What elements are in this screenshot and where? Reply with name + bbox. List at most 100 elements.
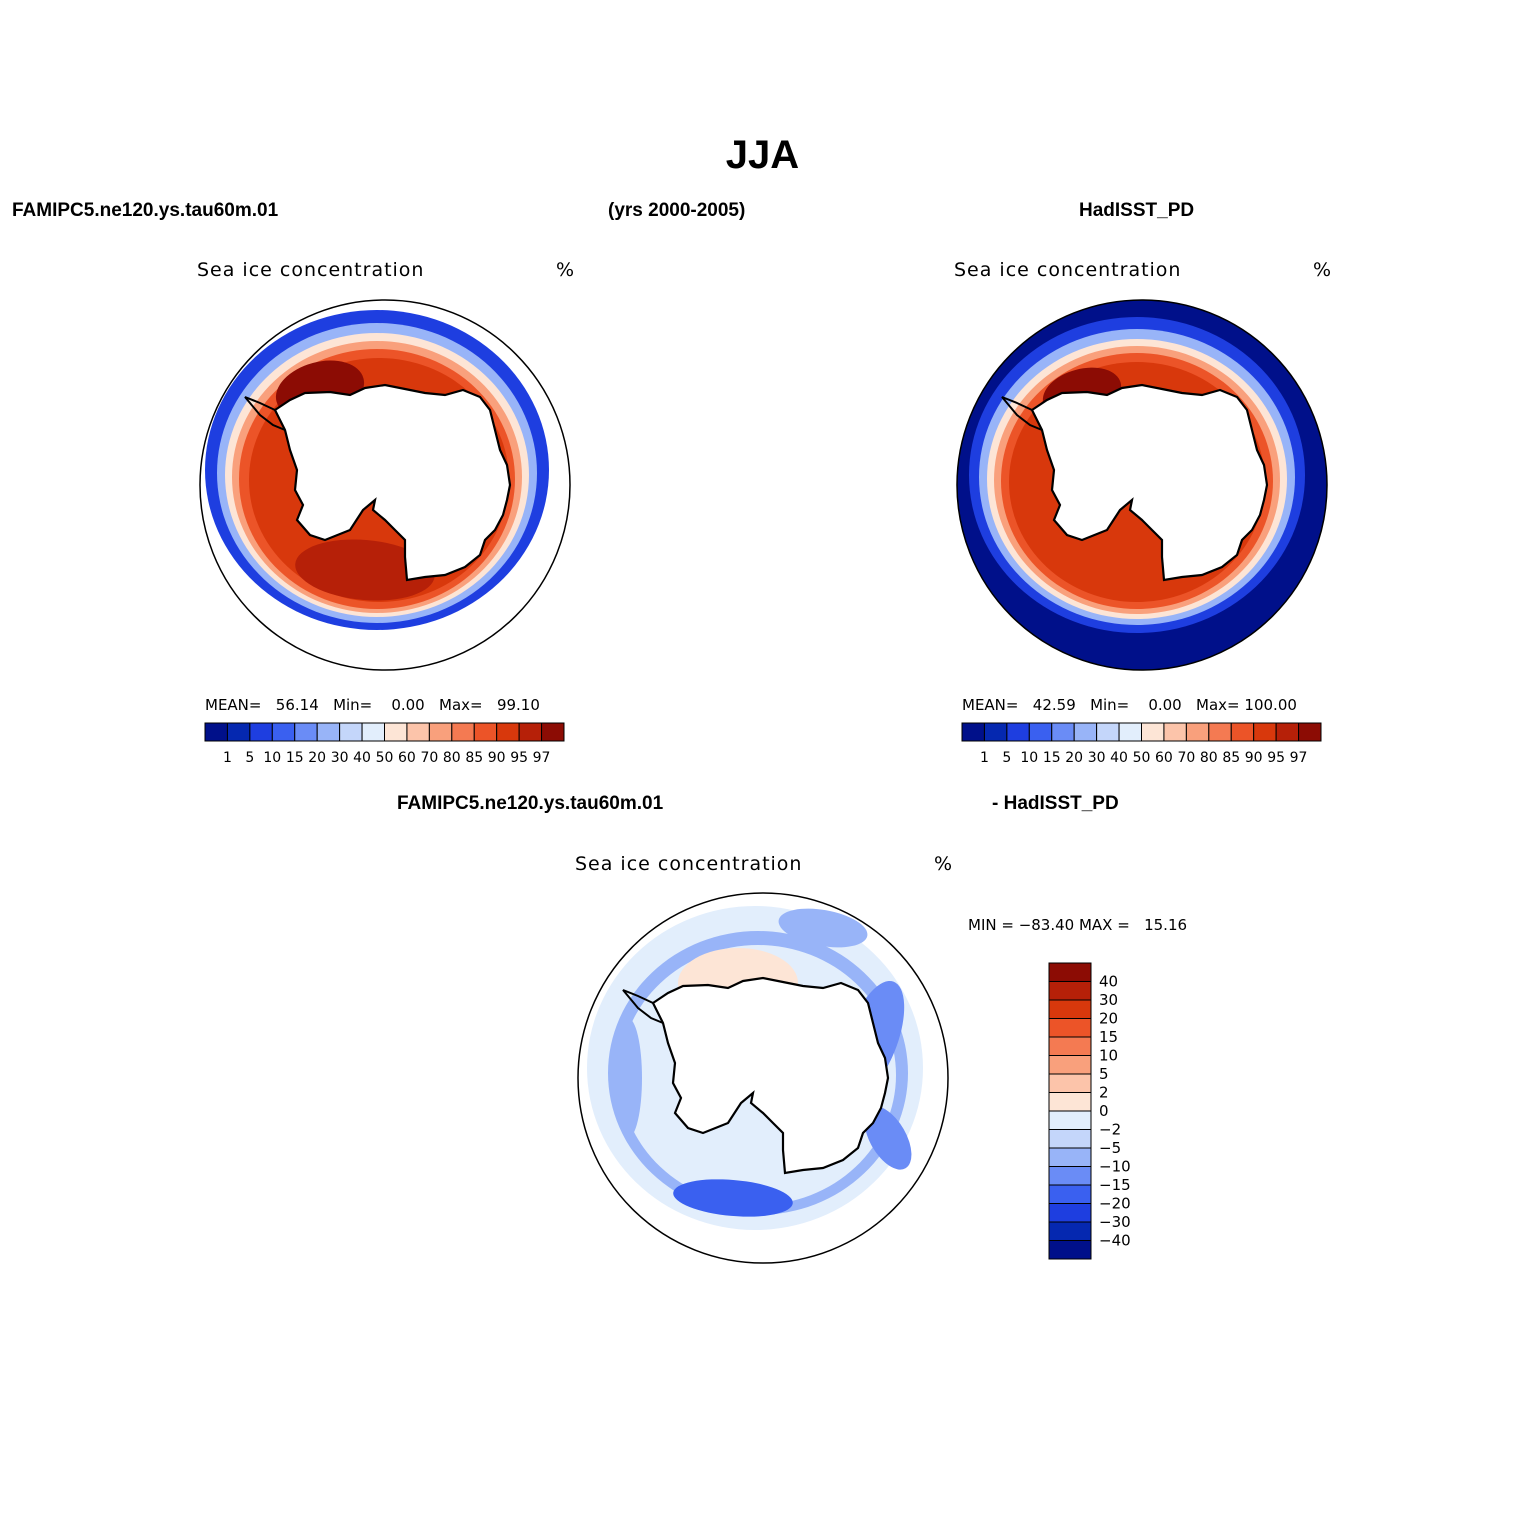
sea-ice-field [957, 300, 1327, 670]
colorbar-tick-label: 40 [1099, 973, 1118, 991]
colorbar-tick-label: 85 [1222, 750, 1240, 766]
colorbar-tick-label: 70 [1177, 750, 1195, 766]
colorbar-tick-label: 15 [286, 750, 304, 766]
colorbar-swatch [339, 722, 363, 742]
diff-case-label: FAMIPC5.ne120.ys.tau60m.01 [397, 793, 664, 814]
colorbar-tick-label: 1 [223, 750, 232, 766]
colorbar-tick-label: 5 [1002, 750, 1011, 766]
max-value: 100.00 [1244, 696, 1297, 714]
colorbar-swatch [1253, 722, 1277, 742]
colorbar-swatch [1048, 1203, 1092, 1223]
diff-obs-label: - HadISST_PD [992, 793, 1119, 814]
ice-patch-4 [614, 1018, 642, 1138]
colorbar-swatch [1096, 722, 1120, 742]
colorbar-swatch [541, 722, 565, 742]
colorbar-tick-label: 0 [1099, 1102, 1109, 1120]
panel1-colorbar: 1 5 10 15 20 30 40 50 60 70 80 85 90 95 97 [204, 722, 565, 766]
colorbar-swatch [1048, 1036, 1092, 1056]
min-label: Min= [333, 696, 373, 714]
colorbar-tick-label: 1 [980, 750, 989, 766]
difference-polar-map [577, 892, 949, 1264]
colorbar-tick-label: 20 [308, 750, 326, 766]
colorbar-swatch [1073, 722, 1098, 742]
panel2-colorbar: 1 5 10 15 20 30 40 50 60 70 80 85 90 95 97 [961, 722, 1322, 766]
colorbar-tick-label: 90 [1245, 750, 1263, 766]
colorbar-tick-label: 85 [465, 750, 483, 766]
sea-ice-field [580, 903, 936, 1243]
colorbar-tick-label: 30 [1088, 750, 1106, 766]
min-value: 0.00 [1148, 696, 1182, 714]
obs-name-label: HadISST_PD [1079, 200, 1195, 221]
model-polar-map [199, 299, 571, 671]
years-label: (yrs 2000-2005) [608, 200, 746, 221]
ice-patch-1 [295, 539, 435, 601]
diff-units: % [934, 853, 954, 875]
colorbar-swatch [1048, 962, 1092, 982]
colorbar-swatch [1048, 1221, 1092, 1241]
colorbar-swatch [518, 722, 543, 742]
map-boundary [577, 892, 949, 1264]
ice-patch-5 [864, 1106, 912, 1170]
colorbar-tick-label: 70 [420, 750, 438, 766]
antarctic-peninsula [622, 989, 664, 1024]
colorbar-tick-label: −30 [1099, 1213, 1131, 1231]
colorbar-tick-label: 95 [510, 750, 528, 766]
colorbar-swatch [1051, 722, 1075, 742]
mean-label: MEAN= [962, 696, 1019, 714]
antarctic-peninsula [244, 396, 286, 431]
antarctica-coastline [1030, 383, 1269, 582]
colorbar-swatch [1028, 722, 1053, 742]
colorbar-swatch [271, 722, 296, 742]
colorbar-tick-label: 80 [1200, 750, 1218, 766]
colorbar-swatch [1048, 1073, 1092, 1093]
colorbar-swatch [1048, 1147, 1092, 1167]
colorbar-tick-label: −20 [1099, 1195, 1131, 1213]
colorbar-swatch [406, 722, 430, 742]
ice-patch-3 [673, 1179, 793, 1217]
ice-patch-2 [778, 908, 868, 948]
colorbar-swatch [384, 722, 408, 742]
colorbar-swatch [1275, 722, 1300, 742]
colorbar-swatch [473, 722, 498, 742]
colorbar-swatch [1185, 722, 1210, 742]
colorbar-tick-label: 40 [353, 750, 371, 766]
colorbar-tick-label: 60 [398, 750, 416, 766]
colorbar-tick-label: 20 [1065, 750, 1083, 766]
panel1-title: Sea ice concentration [197, 259, 425, 281]
colorbar-swatch [1006, 722, 1030, 742]
colorbar-swatch [1230, 722, 1255, 742]
max-label: Max= [1196, 696, 1240, 714]
colorbar-tick-label: 97 [1290, 750, 1308, 766]
colorbar-swatch [294, 722, 318, 742]
antarctica-coastline [651, 976, 890, 1175]
colorbar-swatch [1048, 1092, 1092, 1112]
colorbar-swatch [1208, 722, 1232, 742]
colorbar-tick-label: 90 [488, 750, 506, 766]
colorbar-swatch [983, 722, 1008, 742]
colorbar-tick-label: −5 [1099, 1139, 1121, 1157]
map-boundary [956, 299, 1328, 671]
colorbar-swatch [249, 722, 273, 742]
colorbar-tick-label: 20 [1099, 1010, 1118, 1028]
colorbar-swatch [204, 722, 228, 742]
max-label: Max= [439, 696, 483, 714]
colorbar-swatch [496, 722, 520, 742]
colorbar-tick-label: 10 [1020, 750, 1038, 766]
colorbar-tick-label: 30 [331, 750, 349, 766]
colorbar-tick-label: 5 [245, 750, 254, 766]
colorbar-swatch [1048, 1055, 1092, 1075]
panel2-stats: MEAN= 42.59 Min= 0.00 Max= 100.00 [962, 696, 1297, 714]
obs-polar-map [956, 299, 1328, 671]
panel1-stats: MEAN= 56.14 Min= 0.00 Max= 99.10 [205, 696, 540, 714]
colorbar-swatch [1048, 1184, 1092, 1204]
colorbar-tick-label: 5 [1099, 1065, 1109, 1083]
max-value: 99.10 [496, 696, 540, 714]
colorbar-swatch [1048, 1129, 1092, 1149]
map-boundary [199, 299, 571, 671]
figure-title: JJA [725, 133, 800, 177]
colorbar-swatch [1048, 1110, 1092, 1130]
colorbar-tick-label: 60 [1155, 750, 1173, 766]
case-name-label: FAMIPC5.ne120.ys.tau60m.01 [12, 200, 279, 221]
colorbar-swatch [428, 722, 453, 742]
antarctica-coastline [273, 383, 512, 582]
